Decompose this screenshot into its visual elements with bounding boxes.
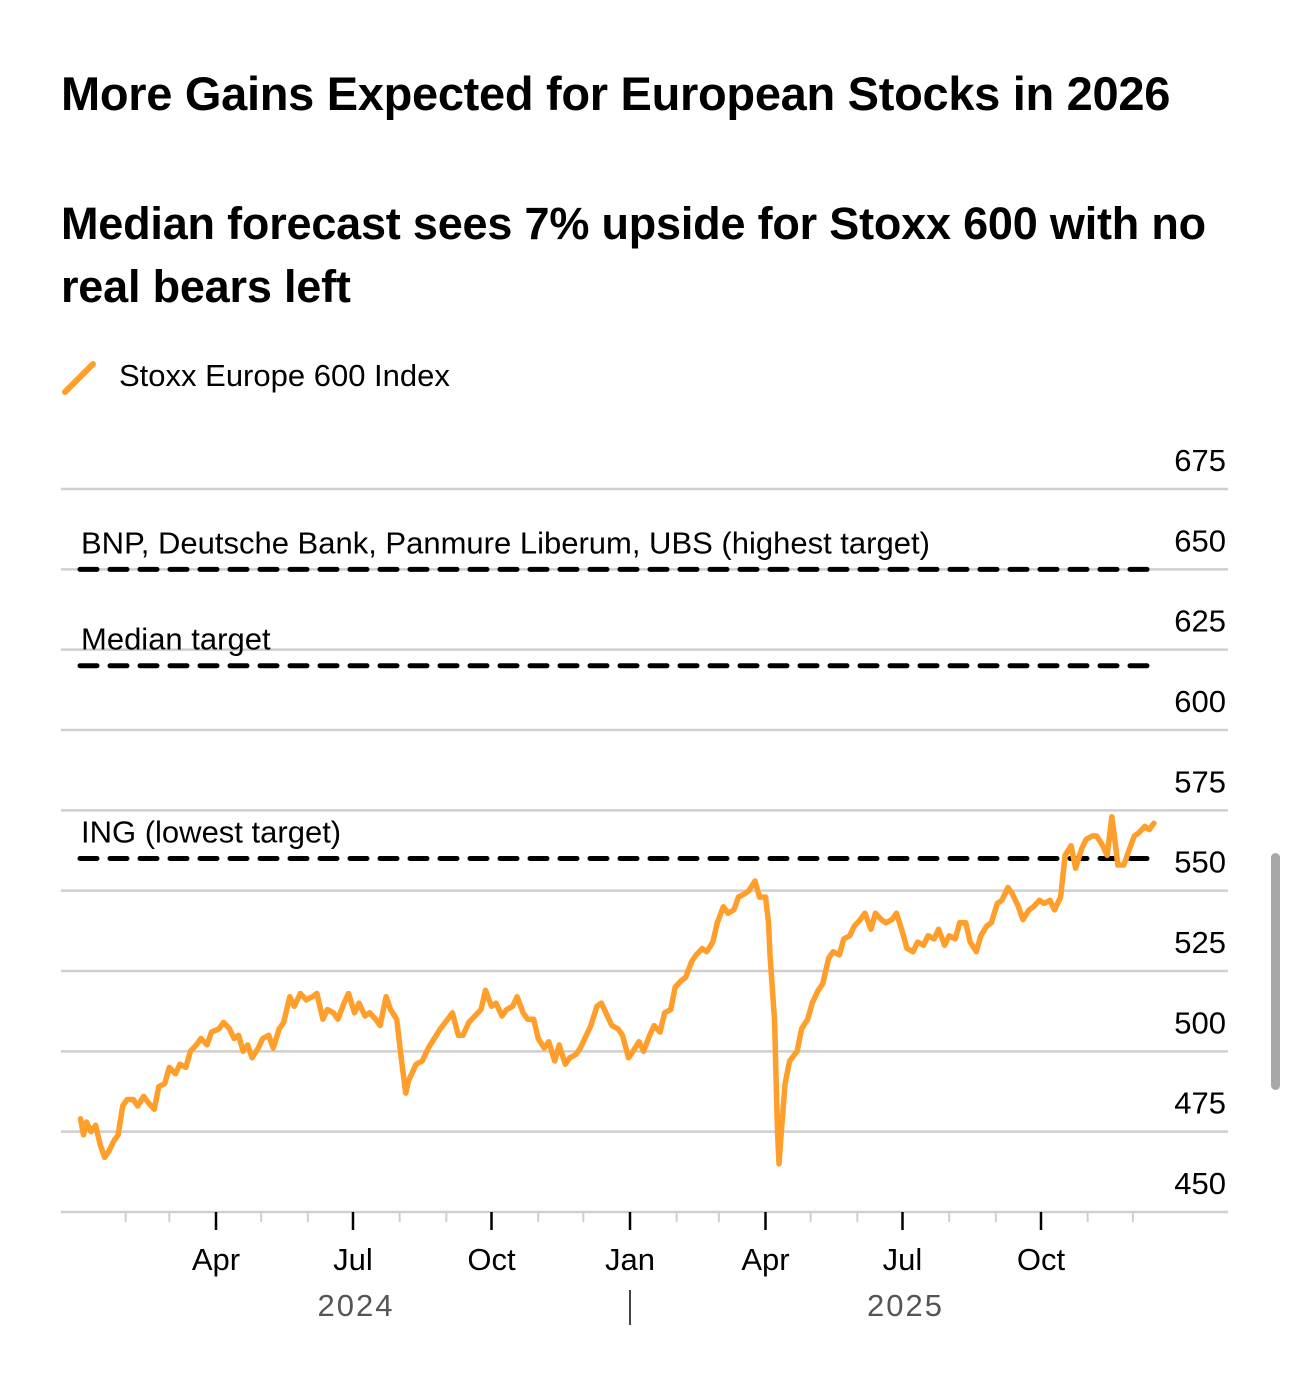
x-tick-label: Jul <box>883 1242 923 1277</box>
legend: Stoxx Europe 600 Index <box>61 356 450 396</box>
y-tick-label: 575 <box>1174 764 1226 799</box>
y-tick-label: 550 <box>1174 845 1226 880</box>
x-tick-label: Oct <box>1017 1242 1066 1277</box>
reference-lines: BNP, Deutsche Bank, Panmure Liberum, UBS… <box>77 525 1153 862</box>
x-tick-label: Oct <box>467 1242 516 1277</box>
legend-label: Stoxx Europe 600 Index <box>119 358 450 393</box>
scrollbar[interactable] <box>1271 853 1280 1090</box>
x-year-label: 2024 <box>318 1288 395 1323</box>
target-line-label: BNP, Deutsche Bank, Panmure Liberum, UBS… <box>81 525 930 560</box>
series-layer <box>77 814 1157 1167</box>
x-tick-label: Apr <box>192 1242 240 1277</box>
y-tick-label: 675 <box>1174 443 1226 478</box>
x-tick-label: Apr <box>741 1242 789 1277</box>
target-line-label: Median target <box>81 622 271 657</box>
chart-subtitle: Median forecast sees 7% upside for Stoxx… <box>61 198 1206 312</box>
y-tick-label: 600 <box>1174 684 1226 719</box>
y-tick-label: 450 <box>1174 1166 1226 1201</box>
chart-title: More Gains Expected for European Stocks … <box>61 67 1171 120</box>
y-tick-label: 525 <box>1174 925 1226 960</box>
y-axis-ticks: 675 650 625 600 575 550 525 500 475 450 <box>1174 443 1226 1201</box>
x-tick-label: Jan <box>605 1242 655 1277</box>
series-line-stoxx-600 <box>77 814 1157 1167</box>
x-tick-label: Jul <box>333 1242 373 1277</box>
x-year-label: 2025 <box>867 1288 944 1323</box>
target-line-label: ING (lowest target) <box>81 815 341 850</box>
legend-line-swatch-icon <box>61 356 97 396</box>
y-tick-label: 475 <box>1174 1086 1226 1121</box>
x-axis: Apr Jul Oct Jan Apr Jul Oct 2024 2025 <box>61 1210 1228 1325</box>
y-tick-label: 500 <box>1174 1005 1226 1040</box>
y-tick-label: 650 <box>1174 523 1226 558</box>
y-tick-label: 625 <box>1174 604 1226 639</box>
